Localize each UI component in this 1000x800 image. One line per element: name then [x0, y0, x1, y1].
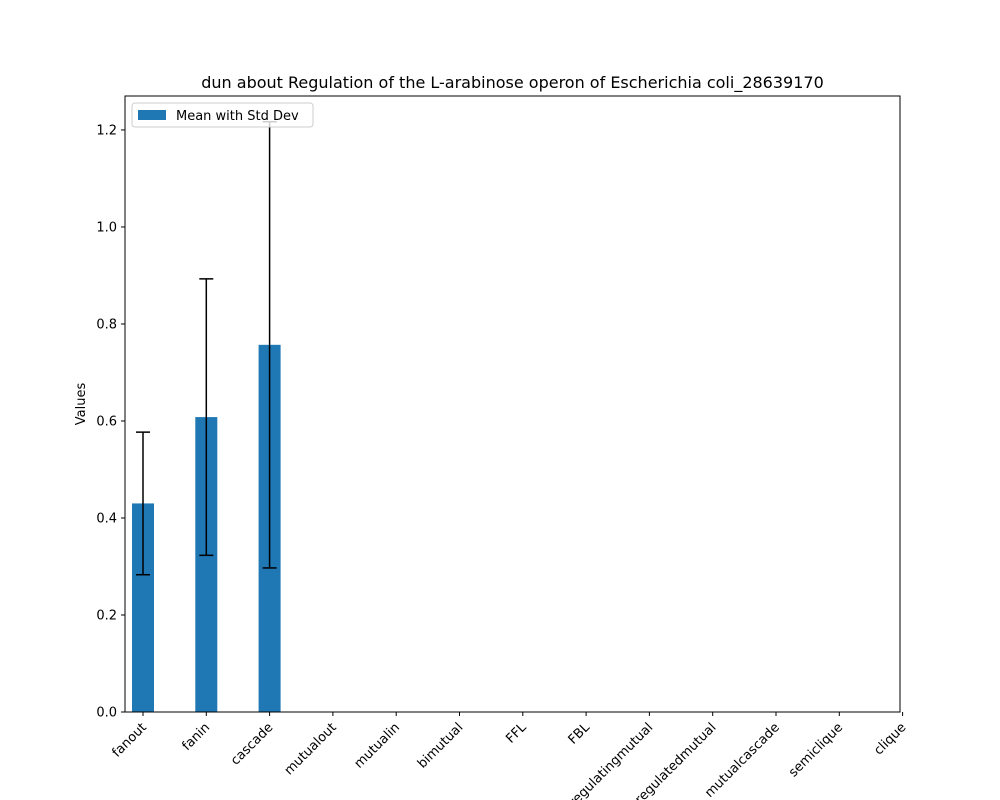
x-tick-label: bimutual [415, 720, 466, 771]
chart-title: dun about Regulation of the L-arabinose … [201, 73, 824, 93]
y-axis: 0.0 0.2 0.4 0.6 0.8 1.0 1.2 [96, 123, 125, 721]
legend-label: Mean with Std Dev [176, 109, 299, 124]
x-tick-label: semiclique [786, 720, 846, 780]
error-bar-fanin [199, 278, 214, 557]
legend: Mean with Std Dev [131, 102, 314, 128]
x-tick-label: mutualout [282, 720, 340, 778]
x-axis: fanout fanin cascade mutualout mutualin bimut… [109, 712, 909, 800]
y-tick-label: 1.2 [96, 123, 117, 138]
y-tick-label: 0.0 [96, 706, 117, 721]
y-tick-label: 0.2 [96, 608, 117, 623]
x-tick-label: fanout [109, 720, 149, 760]
bar-fanin [195, 417, 218, 712]
legend-swatch [138, 110, 166, 120]
plot-frame [124, 95, 901, 713]
legend-box [131, 102, 314, 128]
x-tick-label: FBL [566, 720, 594, 748]
x-tick-label: mutualin [352, 720, 403, 771]
bar-fanout [132, 503, 154, 712]
y-tick-label: 0.8 [96, 317, 117, 332]
error-bar-fanout [136, 431, 150, 576]
x-tick-label: fanin [179, 720, 213, 754]
y-tick-label: 1.0 [96, 220, 117, 235]
x-tick-label: FFL [503, 720, 530, 747]
y-axis-label: Values [74, 383, 89, 426]
x-tick-label: cascade [228, 720, 276, 768]
y-tick-label: 0.4 [96, 511, 117, 526]
bars-layer [132, 344, 281, 712]
x-tick-label: clique [871, 720, 909, 758]
y-tick-label: 0.6 [96, 414, 117, 429]
error-bars-layer [136, 120, 277, 576]
